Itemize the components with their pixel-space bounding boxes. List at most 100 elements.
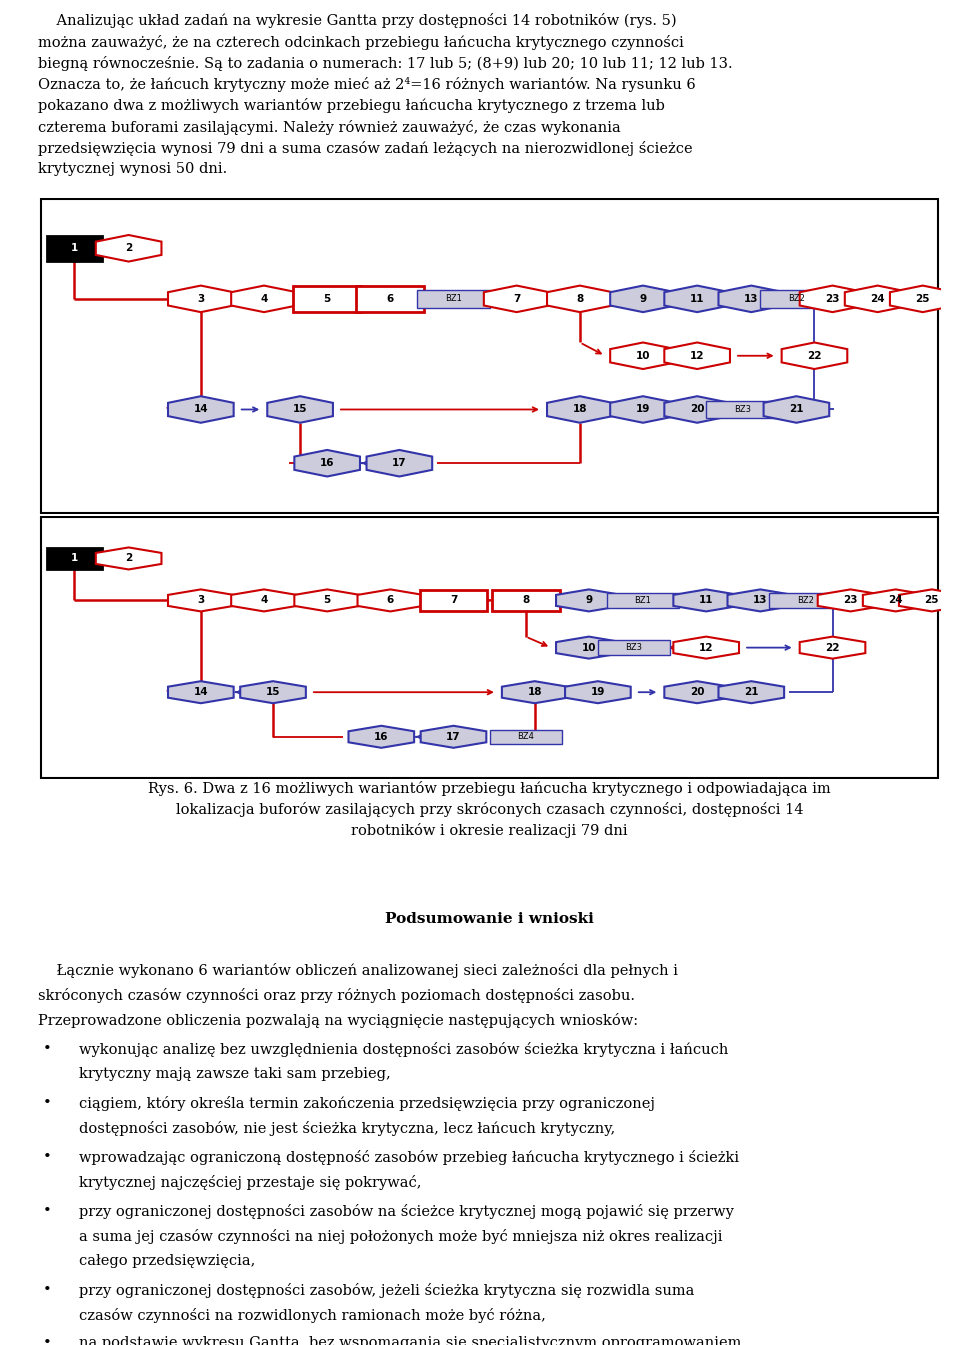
Text: 16: 16 (320, 459, 334, 468)
Polygon shape (96, 235, 161, 261)
Polygon shape (357, 589, 423, 612)
Text: 24: 24 (871, 293, 885, 304)
Polygon shape (673, 636, 739, 659)
Text: ciągiem, który określa termin zakończenia przedsięwzięcia przy ograniczonej: ciągiem, który określa termin zakończeni… (79, 1096, 655, 1111)
Polygon shape (502, 681, 567, 703)
Text: 21: 21 (744, 687, 758, 697)
Text: 9: 9 (639, 293, 647, 304)
Text: 10: 10 (636, 351, 650, 360)
FancyBboxPatch shape (294, 286, 361, 312)
Text: krytycznej najczęściej przestaje się pokrywać,: krytycznej najczęściej przestaje się pok… (79, 1174, 421, 1190)
Text: 16: 16 (374, 732, 389, 742)
Text: BZ3: BZ3 (733, 405, 751, 414)
Text: 13: 13 (744, 293, 758, 304)
Text: przy ograniczonej dostępności zasobów na ścieżce krytycznej mogą pojawić się prz: przy ograniczonej dostępności zasobów na… (79, 1204, 733, 1219)
Text: 8: 8 (522, 596, 529, 605)
Polygon shape (664, 285, 730, 312)
Text: •: • (43, 1204, 52, 1217)
Text: 14: 14 (194, 687, 208, 697)
Text: 24: 24 (888, 596, 903, 605)
Text: wykonując analizę bez uwzględnienia dostępności zasobów ścieżka krytyczna i łańc: wykonując analizę bez uwzględnienia dost… (79, 1042, 729, 1057)
Polygon shape (348, 726, 414, 748)
Polygon shape (890, 285, 955, 312)
Text: Rys. 6. Dwa z 16 możliwych wariantów przebiegu łańcucha krytycznego i odpowiadaj: Rys. 6. Dwa z 16 możliwych wariantów prz… (148, 781, 831, 838)
Polygon shape (240, 681, 306, 703)
Text: Przeprowadzone obliczenia pozwalają na wyciągnięcie następujących wniosków:: Przeprowadzone obliczenia pozwalają na w… (38, 1013, 638, 1028)
Text: 18: 18 (527, 687, 542, 697)
Text: 20: 20 (690, 687, 705, 697)
Polygon shape (800, 636, 865, 659)
Polygon shape (800, 285, 865, 312)
Text: 7: 7 (450, 596, 457, 605)
FancyBboxPatch shape (490, 729, 562, 744)
Text: 10: 10 (582, 643, 596, 652)
Polygon shape (231, 589, 297, 612)
Text: Łącznie wykonano 6 wariantów obliczeń analizowanej sieci zależności dla pełnych : Łącznie wykonano 6 wariantów obliczeń an… (38, 963, 679, 978)
Text: czasów czynności na rozwidlonych ramionach może być różna,: czasów czynności na rozwidlonych ramiona… (79, 1307, 546, 1322)
Polygon shape (295, 589, 360, 612)
FancyBboxPatch shape (418, 291, 490, 308)
Text: 6: 6 (387, 596, 394, 605)
Polygon shape (718, 681, 784, 703)
Text: BZ2: BZ2 (797, 596, 814, 605)
FancyBboxPatch shape (598, 640, 670, 655)
Polygon shape (664, 343, 730, 369)
Text: 23: 23 (843, 596, 858, 605)
FancyBboxPatch shape (760, 291, 832, 308)
Text: 3: 3 (197, 293, 204, 304)
Text: 20: 20 (690, 405, 705, 414)
FancyBboxPatch shape (420, 590, 488, 611)
Polygon shape (818, 589, 883, 612)
Text: •: • (43, 1150, 52, 1163)
Polygon shape (728, 589, 793, 612)
Text: 6: 6 (387, 293, 394, 304)
Polygon shape (367, 451, 432, 476)
Text: 1: 1 (71, 243, 78, 253)
Polygon shape (96, 547, 161, 569)
Polygon shape (611, 397, 676, 422)
Text: 17: 17 (392, 459, 407, 468)
FancyBboxPatch shape (47, 235, 102, 261)
Text: na podstawie wykresu Gantta, bez wspomagania się specjalistycznym oprogramowanie: na podstawie wykresu Gantta, bez wspomag… (79, 1337, 741, 1345)
Text: Analizując układ zadań na wykresie Gantta przy dostępności 14 robotników (rys. 5: Analizując układ zadań na wykresie Gantt… (38, 13, 733, 176)
Polygon shape (863, 589, 928, 612)
Polygon shape (168, 397, 233, 422)
Polygon shape (664, 681, 730, 703)
FancyBboxPatch shape (47, 547, 102, 569)
Text: BZ1: BZ1 (445, 295, 462, 304)
Text: •: • (43, 1042, 52, 1056)
Text: Podsumowanie i wnioski: Podsumowanie i wnioski (385, 912, 594, 925)
Text: 22: 22 (807, 351, 822, 360)
Text: 15: 15 (293, 405, 307, 414)
Polygon shape (845, 285, 910, 312)
Text: 19: 19 (590, 687, 605, 697)
Text: 7: 7 (513, 293, 520, 304)
Polygon shape (168, 681, 233, 703)
Text: krytyczny mają zawsze taki sam przebieg,: krytyczny mają zawsze taki sam przebieg, (79, 1067, 391, 1081)
Text: BZ3: BZ3 (626, 643, 642, 652)
Text: 11: 11 (699, 596, 713, 605)
Polygon shape (556, 589, 622, 612)
Polygon shape (611, 285, 676, 312)
Text: wprowadzając ograniczoną dostępność zasobów przebieg łańcucha krytycznego i ście: wprowadzając ograniczoną dostępność zaso… (79, 1150, 739, 1165)
Text: 19: 19 (636, 405, 650, 414)
Text: 5: 5 (324, 596, 331, 605)
Text: 23: 23 (826, 293, 840, 304)
Polygon shape (168, 589, 233, 612)
Text: 4: 4 (260, 596, 268, 605)
Text: 21: 21 (789, 405, 804, 414)
Text: •: • (43, 1337, 52, 1345)
Text: 11: 11 (690, 293, 705, 304)
Polygon shape (484, 285, 549, 312)
Text: przy ograniczonej dostępności zasobów, jeżeli ścieżka krytyczna się rozwidla sum: przy ograniczonej dostępności zasobów, j… (79, 1283, 694, 1298)
Polygon shape (899, 589, 960, 612)
Polygon shape (781, 343, 848, 369)
Text: 2: 2 (125, 553, 132, 564)
Polygon shape (547, 285, 612, 312)
Text: 3: 3 (197, 596, 204, 605)
Text: 4: 4 (260, 293, 268, 304)
Text: BZ1: BZ1 (635, 596, 652, 605)
Text: 1: 1 (71, 553, 78, 564)
Text: 5: 5 (324, 293, 331, 304)
Polygon shape (295, 451, 360, 476)
